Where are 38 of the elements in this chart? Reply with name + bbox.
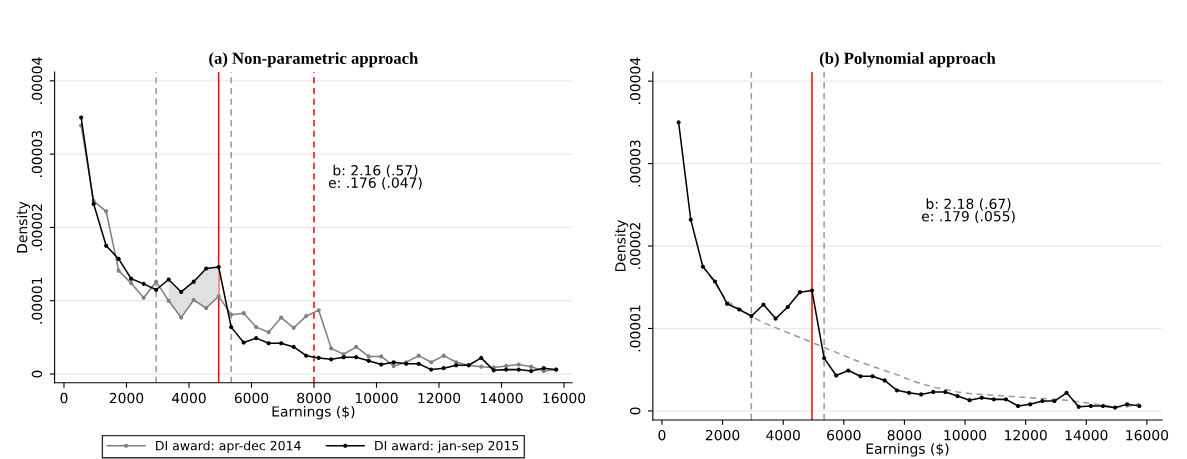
x-tick-label: 10000: [944, 429, 987, 441]
y-tick-label: .00004: [629, 57, 641, 104]
y-tick-label: 0: [629, 407, 641, 415]
x-tick-label: 0: [658, 429, 666, 441]
x-axis-title: Earnings ($): [272, 405, 355, 420]
y-tick-label: .00001: [31, 277, 43, 324]
x-tick-label: 16000: [543, 392, 586, 404]
x-tick-label: 12000: [418, 392, 461, 404]
x-tick-label: 4000: [171, 392, 206, 404]
x-tick-label: 16000: [1126, 429, 1169, 441]
y-axis-title: Density: [614, 220, 629, 272]
y-tick-label: .00003: [31, 130, 43, 177]
x-tick-label: 14000: [480, 392, 523, 404]
x-tick-label: 2000: [705, 429, 740, 441]
y-axis-title: Density: [16, 201, 31, 253]
x-tick-label: 4000: [766, 429, 800, 441]
y-tick-label: .00002: [31, 204, 43, 251]
x-tick-label: 8000: [887, 429, 922, 441]
x-tick-label: 6000: [827, 429, 861, 441]
legend-label: DI award: apr-dec 2014: [156, 440, 301, 453]
x-tick-label: 6000: [234, 392, 269, 404]
chart-title: (b) Polynomial approach: [819, 52, 996, 68]
x-axis-title: Earnings ($): [866, 443, 949, 457]
y-tick-label: .00002: [629, 223, 641, 269]
y-tick-label: .00004: [31, 57, 43, 104]
chart-title: (a) Non-parametric approach: [209, 52, 419, 68]
x-tick-label: 14000: [1065, 429, 1108, 441]
x-tick-label: 8000: [297, 392, 331, 404]
legend-label: DI award: jan-sep 2015: [375, 440, 519, 453]
x-tick-label: 12000: [1005, 429, 1047, 441]
x-tick-label: 0: [60, 392, 68, 404]
y-tick-label: 0: [31, 370, 43, 378]
y-tick-label: .00001: [629, 305, 641, 352]
annotation: b: 2.18 (.67) e: .179 (.055): [921, 198, 1015, 224]
x-tick-label: 2000: [109, 392, 144, 404]
annotation: b: 2.16 (.57) e: .176 (.047): [328, 164, 422, 190]
x-tick-label: 10000: [355, 392, 398, 404]
y-tick-label: .00003: [629, 140, 641, 187]
